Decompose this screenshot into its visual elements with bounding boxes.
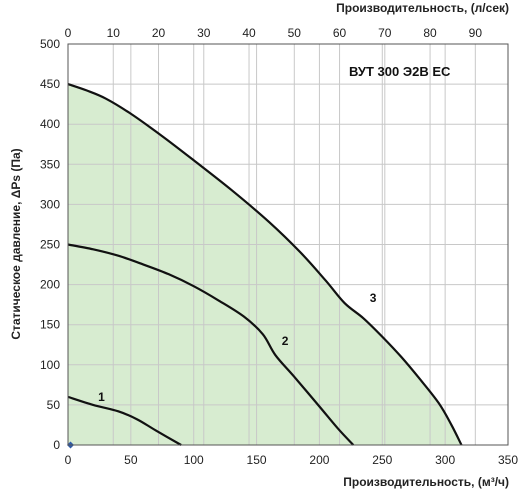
y-tick-label: 200 [40, 278, 60, 292]
curve-label-1: 1 [98, 390, 105, 404]
curve-1 [67, 395, 182, 446]
y-tick-label: 100 [40, 358, 60, 372]
x2-tick-label: 90 [469, 26, 483, 40]
y-tick-label: 350 [40, 157, 60, 171]
y-axis-title: Статическое давление, ΔPs (Па) [9, 148, 23, 339]
y-tick-label: 400 [40, 117, 60, 131]
y-tick-label: 250 [40, 238, 60, 252]
x2-tick-label: 20 [152, 26, 166, 40]
plot-frame [67, 43, 509, 446]
x2-tick-label: 60 [333, 26, 347, 40]
curve-label-3: 3 [370, 291, 377, 305]
bottom-axis-title: Производительность, (м³/ч) [343, 475, 509, 489]
x-tick-label: 200 [309, 453, 329, 467]
x2-tick-label: 10 [107, 26, 121, 40]
operating-area [68, 84, 462, 445]
y-tick-label: 500 [40, 37, 60, 51]
y-tick-label: 150 [40, 318, 60, 332]
operating-area-fill [68, 84, 462, 445]
y-tick-label: 0 [53, 438, 60, 452]
top-axis-title: Производительность, (л/сек) [336, 1, 509, 15]
x-tick-label: 350 [498, 453, 518, 467]
y-tick-label: 450 [40, 77, 60, 91]
y-tick-label: 50 [47, 398, 61, 412]
x-tick-label: 0 [65, 453, 72, 467]
x-tick-label: 300 [435, 453, 455, 467]
x2-tick-label: 40 [242, 26, 256, 40]
model-label: ВУТ 300 Э2В ЕС [349, 64, 451, 79]
x2-tick-label: 70 [378, 26, 392, 40]
x2-tick-label: 0 [65, 26, 72, 40]
axes [67, 43, 509, 446]
curve-3 [67, 83, 463, 446]
x2-tick-label: 80 [423, 26, 437, 40]
y-tick-label: 300 [40, 197, 60, 211]
x-tick-label: 250 [372, 453, 392, 467]
x-tick-label: 150 [247, 453, 267, 467]
x-tick-label: 100 [184, 453, 204, 467]
x2-tick-label: 50 [288, 26, 302, 40]
curve-label-2: 2 [282, 334, 289, 348]
x2-tick-label: 30 [197, 26, 211, 40]
curves: 1 2 3 [67, 83, 463, 449]
curve-2 [67, 243, 355, 446]
x-tick-label: 50 [124, 453, 138, 467]
